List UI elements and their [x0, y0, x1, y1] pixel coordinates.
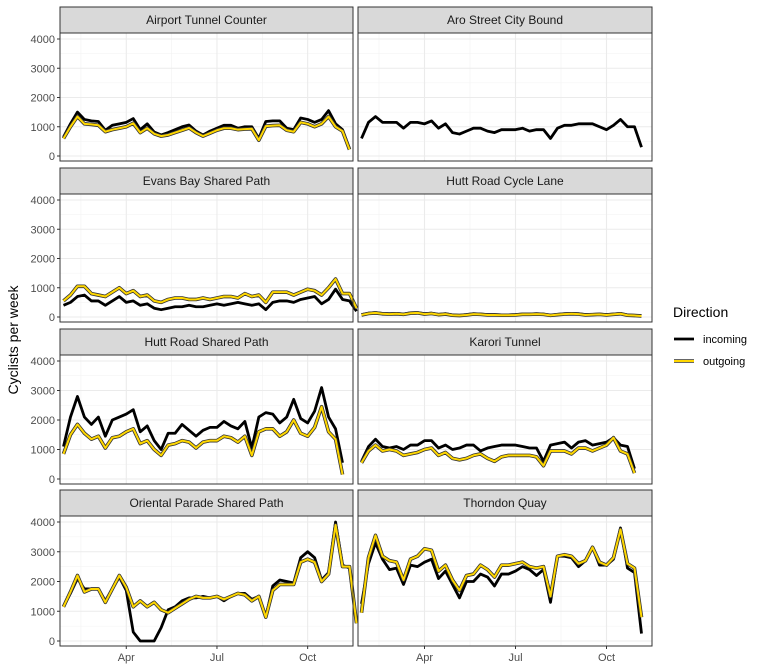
- y-tick-label: 3000: [31, 63, 55, 75]
- x-tick-label: Oct: [299, 652, 316, 664]
- y-tick-label: 3000: [31, 547, 55, 559]
- series-line-incoming: [360, 115, 643, 148]
- legend-key-incoming: incoming: [674, 334, 747, 346]
- panels: Airport Tunnel Counter01000200030004000A…: [31, 6, 653, 664]
- y-tick-label: 4000: [31, 34, 55, 46]
- y-tick-label: 3000: [31, 224, 55, 236]
- panel-border: [357, 32, 653, 162]
- series-line-outgoing: [360, 528, 643, 618]
- legend-key-outgoing: outgoing: [674, 356, 745, 368]
- y-tick-label: 1000: [31, 606, 55, 618]
- legend: Direction incoming outgoing: [673, 304, 747, 368]
- y-tick-label: 4000: [31, 356, 55, 368]
- facet-panel: Thorndon Quay Apr Jul Oct: [357, 489, 653, 664]
- facet-title: Evans Bay Shared Path: [143, 174, 270, 188]
- facet-strip: [59, 328, 354, 356]
- facet-title: Hutt Road Cycle Lane: [446, 174, 564, 188]
- facet-panel: Hutt Road Shared Path 0 1000 2000 3000 4000: [31, 328, 354, 486]
- facet-panel: Karori Tunnel: [357, 328, 653, 485]
- facet-title: Oriental Parade Shared Path: [129, 496, 283, 510]
- facet-strip: [59, 489, 354, 517]
- y-tick-label: 0: [49, 312, 55, 324]
- facet-title: Thorndon Quay: [463, 496, 546, 510]
- facet-panel: Hutt Road Cycle Lane: [357, 167, 653, 323]
- y-tick-label: 2000: [31, 93, 55, 105]
- series-line-incoming: [62, 287, 358, 312]
- y-tick-label: 1000: [31, 445, 55, 457]
- facet-strip: [59, 6, 354, 34]
- facet-strip: [357, 328, 653, 356]
- facet-strip: [357, 167, 653, 195]
- facet-title: Airport Tunnel Counter: [146, 13, 267, 27]
- y-tick-label: 0: [49, 151, 55, 163]
- y-axis-title: Cyclists per week: [5, 285, 21, 395]
- facet-title: Aro Street City Bound: [447, 13, 563, 27]
- facet-strip: [357, 6, 653, 34]
- y-tick-label: 0: [49, 474, 55, 486]
- series-line-outgoing: [361, 311, 642, 317]
- facet-panel: Airport Tunnel Counter 0 1000 2000 3000 4000: [31, 6, 354, 163]
- x-tick-label: Jul: [210, 652, 224, 664]
- y-tick-label: 3000: [31, 386, 55, 398]
- y-tick-label: 1000: [31, 283, 55, 295]
- facet-title: Hutt Road Shared Path: [144, 335, 268, 349]
- legend-label: incoming: [703, 334, 747, 346]
- panel-border: [357, 354, 653, 485]
- series-line-outgoing: [62, 115, 351, 150]
- y-tick-label: 4000: [31, 517, 55, 529]
- y-tick-label: 2000: [31, 415, 55, 427]
- y-tick-label: 2000: [31, 577, 55, 589]
- y-tick-label: 0: [49, 636, 55, 648]
- facet-title: Karori Tunnel: [469, 335, 540, 349]
- facet-strip: [59, 167, 354, 195]
- legend-label: outgoing: [703, 356, 745, 368]
- facet-panel: Evans Bay Shared Path 0 1000 2000 3000 4000: [31, 167, 359, 324]
- panel-border: [357, 515, 653, 647]
- x-tick-label: Apr: [118, 652, 135, 664]
- series-line-outgoing: [360, 436, 636, 474]
- series-line-outgoing: [62, 277, 358, 309]
- legend-keys: incoming outgoing: [674, 334, 747, 368]
- x-tick-label: Apr: [416, 652, 433, 664]
- facet-panel: Oriental Parade Shared Path 0 1000 2000 3000…: [31, 489, 359, 664]
- series-line-outgoing: [62, 523, 358, 624]
- series-line-incoming: [360, 436, 636, 470]
- series-line-incoming: [62, 386, 344, 464]
- panel-border: [357, 193, 653, 323]
- y-tick-label: 1000: [31, 122, 55, 134]
- series-line-outgoing: [62, 405, 344, 475]
- facet-panel: Aro Street City Bound: [357, 6, 653, 162]
- legend-title: Direction: [673, 304, 728, 320]
- x-tick-label: Oct: [598, 652, 615, 664]
- facet-strip: [357, 489, 653, 517]
- y-tick-label: 4000: [31, 195, 55, 207]
- x-tick-label: Jul: [508, 652, 522, 664]
- y-tick-label: 2000: [31, 254, 55, 266]
